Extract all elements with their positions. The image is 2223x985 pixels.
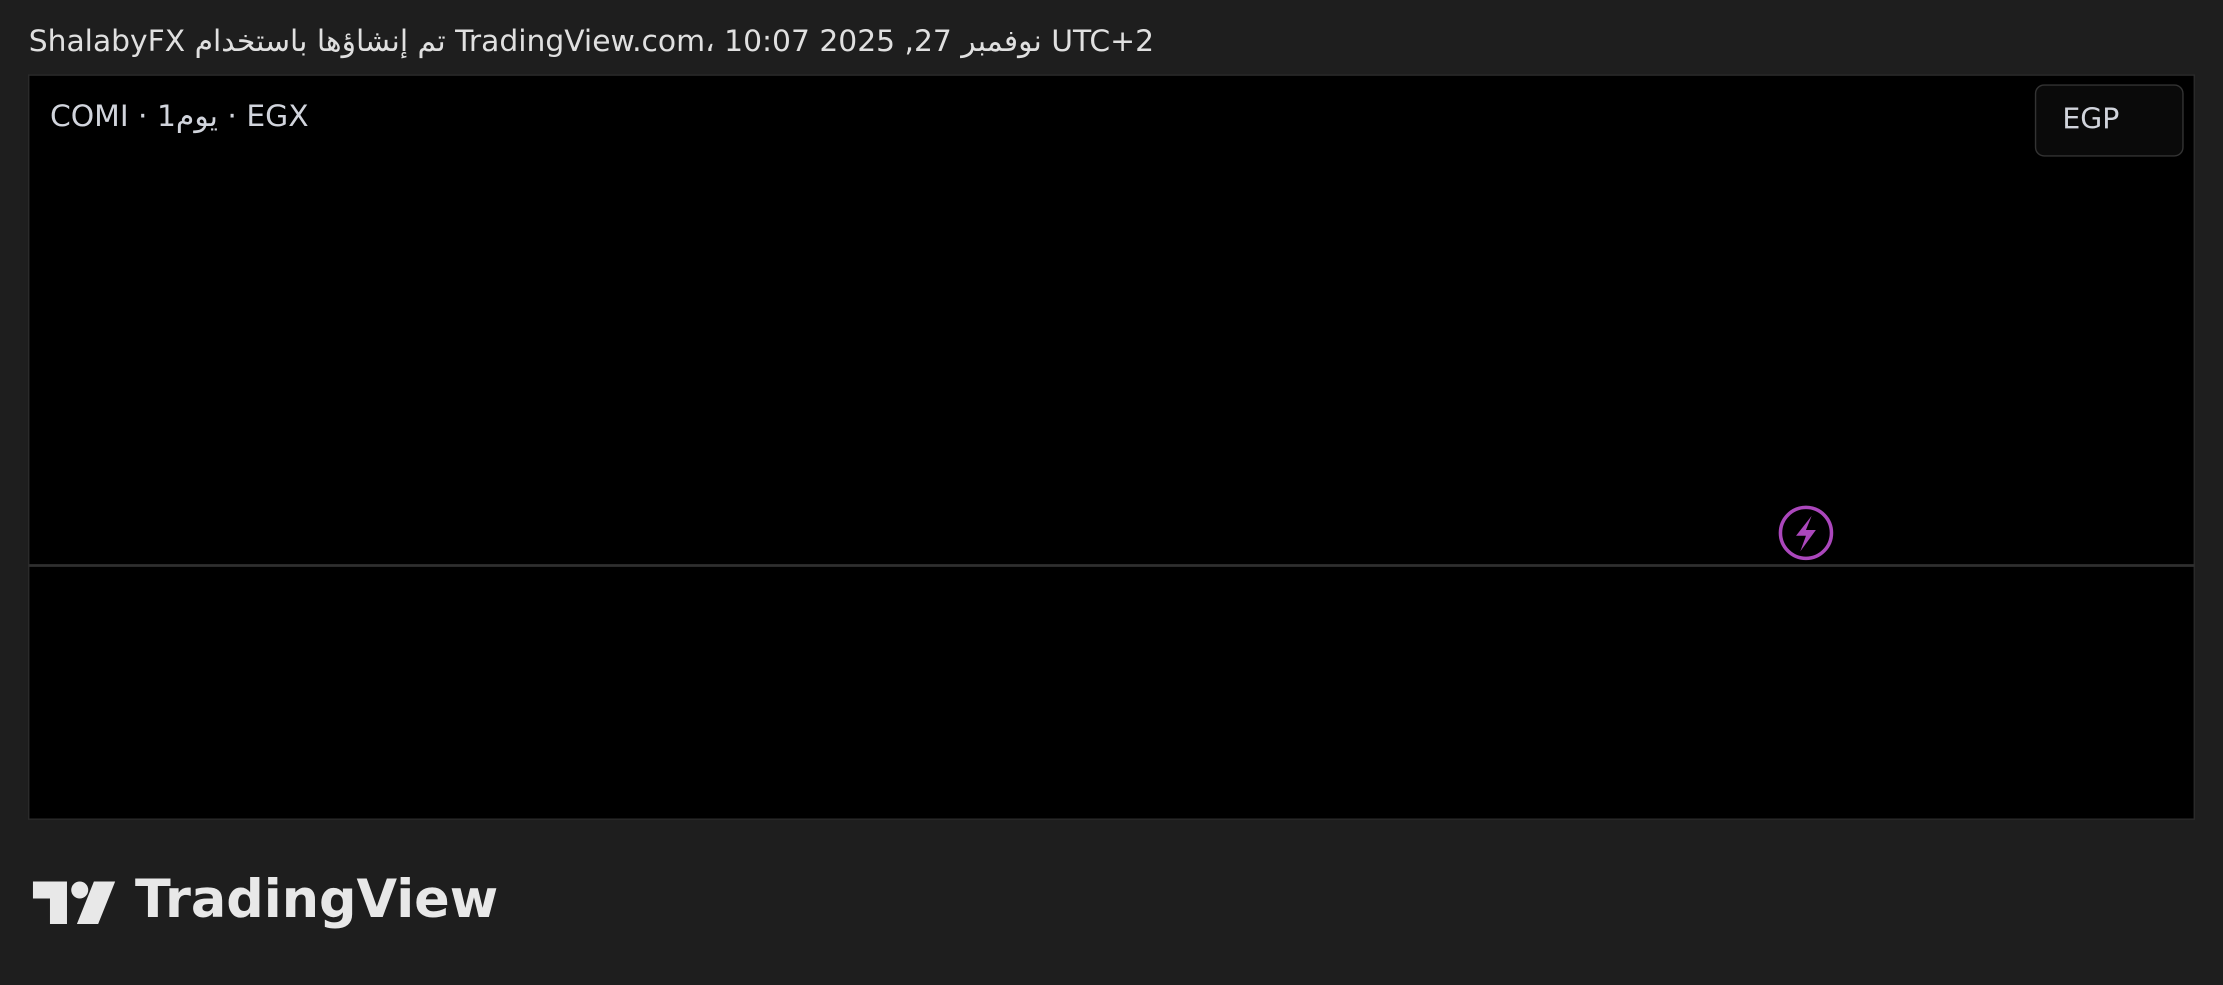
currency-label[interactable]: EGP	[2062, 102, 2119, 135]
flash-event	[1778, 505, 1834, 561]
logo: TradingView	[32, 869, 498, 930]
logo-slash	[76, 881, 116, 925]
legend-title: COMI · 1يوم · EGX	[50, 99, 309, 134]
logo-dot	[71, 881, 89, 899]
header: ShalabyFX تم إنشاؤها باستخدام TradingVie…	[29, 24, 1154, 59]
logo-mark	[32, 881, 67, 925]
chart-area	[28, 74, 2195, 820]
lightning	[1796, 515, 1816, 552]
logo-text: TradingView	[135, 869, 498, 930]
currency-button[interactable]	[2034, 84, 2184, 157]
